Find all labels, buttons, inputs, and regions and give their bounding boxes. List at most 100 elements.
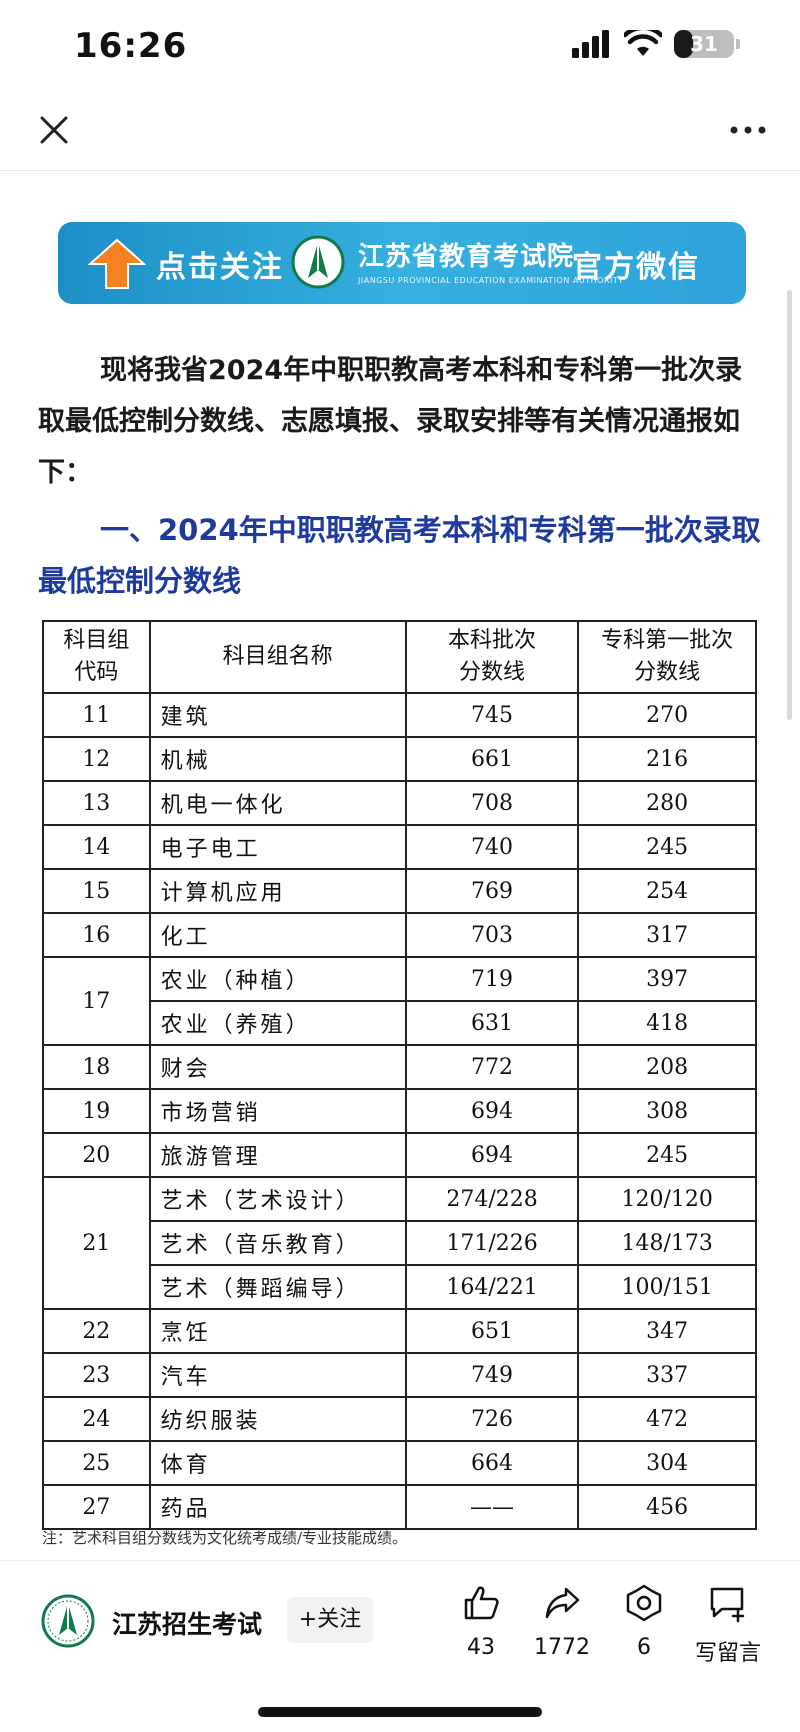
comment-icon [710, 1587, 745, 1623]
cell-code: 13 [42, 780, 151, 826]
cell-code: 12 [42, 736, 151, 782]
cell-name: 烹饪 [148, 1308, 407, 1354]
cell-bachelor: 274/228 [404, 1176, 580, 1222]
home-indicator[interactable] [258, 1707, 542, 1717]
cell-name: 财会 [148, 1044, 407, 1090]
cell-bachelor: —— [404, 1484, 580, 1530]
table-row: 艺术（音乐教育） 171/226 148/173 [43, 1220, 757, 1266]
cell-code: 17 [42, 956, 151, 1046]
header-bachelor: 本科批次 分数线 [404, 620, 580, 694]
scrollbar[interactable] [787, 290, 792, 720]
banner-follow-text: 点击关注 [156, 250, 284, 285]
cell-name: 汽车 [148, 1352, 407, 1398]
cell-code: 19 [42, 1088, 151, 1134]
account-logo-icon[interactable] [40, 1593, 96, 1649]
cell-code: 27 [42, 1484, 151, 1530]
score-table-body: 11 建筑 745 270 12 机械 661 216 13 机电一体化 708 280 14 电子电工 7… [42, 692, 757, 1530]
cell-bachelor: 164/221 [404, 1264, 580, 1310]
cell-junior: 280 [577, 780, 757, 826]
recommend-count: 6 [637, 1635, 651, 1660]
score-table: 科目组 代码 科目组名称 本科批次 分数线 专科第一批次 分数线 11 建筑 745… [42, 620, 757, 1530]
cell-name: 艺术（艺术设计） [148, 1176, 407, 1222]
table-row: 14 电子电工 740 245 [42, 824, 757, 870]
header-bachelor-line2: 分数线 [459, 660, 526, 685]
cell-bachelor: 631 [404, 1000, 580, 1046]
cell-bachelor: 726 [404, 1396, 580, 1442]
cell-junior: 456 [577, 1484, 757, 1530]
status-time: 16:26 [74, 26, 188, 66]
header-junior-line2: 分数线 [634, 660, 701, 685]
share-icon [545, 1587, 580, 1619]
cell-name: 机电一体化 [148, 780, 407, 826]
share-button[interactable]: 1772 [522, 1583, 602, 1660]
table-row: 21 艺术（艺术设计） 274/228 120/120 [42, 1176, 757, 1310]
cell-bachelor: 703 [404, 912, 580, 958]
cell-junior: 245 [577, 1132, 757, 1178]
cell-bachelor: 719 [404, 956, 580, 1002]
table-row: 23 汽车 749 337 [42, 1352, 757, 1398]
banner-org-english: JIANGSU PROVINCIAL EDUCATION EXAMINATION… [358, 276, 624, 285]
cell-name: 机械 [148, 736, 407, 782]
header-code-line2: 代码 [74, 660, 119, 685]
table-row: 17 农业（种植） 719 397 [42, 956, 757, 1046]
cell-bachelor: 661 [404, 736, 580, 782]
battery-tip [736, 39, 740, 49]
cell-code: 21 [42, 1176, 151, 1310]
cell-junior: 216 [577, 736, 757, 782]
battery-percent: 31 [690, 32, 718, 56]
status-icons: 31 [572, 30, 740, 58]
cell-junior: 148/173 [577, 1220, 757, 1266]
more-button[interactable] [726, 110, 770, 150]
battery-fill [674, 30, 693, 58]
cell-code: 24 [42, 1396, 151, 1442]
follow-banner[interactable]: 点击关注 江苏省教育考试院 JIANGSU PROVINCIAL EDUCATI… [58, 222, 746, 304]
cell-bachelor: 772 [404, 1044, 580, 1090]
table-row: 12 机械 661 216 [42, 736, 757, 782]
cell-bachelor: 749 [404, 1352, 580, 1398]
table-row: 20 旅游管理 694 245 [42, 1132, 757, 1178]
cell-name: 市场营销 [148, 1088, 407, 1134]
header-code: 科目组 代码 [42, 620, 151, 694]
signal-icon [572, 30, 609, 58]
like-button[interactable]: 43 [441, 1583, 521, 1660]
table-note: 注：艺术科目组分数线为文化统考成绩/专业技能成绩。 [42, 1529, 408, 1547]
table-row: 农业（养殖） 631 418 [43, 1000, 757, 1046]
cell-code: 15 [42, 868, 151, 914]
close-button[interactable] [34, 110, 74, 150]
article-intro: 现将我省2024年中职职教高考本科和专科第一批次录取最低控制分数线、志愿填报、录… [38, 355, 743, 488]
bottom-bar: 江苏招生考试 +关注 43 1772 6 写留言 [0, 1560, 800, 1732]
cell-bachelor: 694 [404, 1132, 580, 1178]
cell-code: 20 [42, 1132, 151, 1178]
cell-junior: 397 [577, 956, 757, 1002]
recommend-button[interactable]: 6 [604, 1583, 684, 1660]
up-arrow-icon [88, 238, 146, 289]
table-row: 13 机电一体化 708 280 [42, 780, 757, 826]
comment-label: 写留言 [694, 1641, 761, 1666]
cell-bachelor: 664 [404, 1440, 580, 1486]
cell-bachelor: 769 [404, 868, 580, 914]
share-count: 1772 [534, 1635, 590, 1660]
account-name[interactable]: 江苏招生考试 [112, 1610, 263, 1639]
recommend-icon [626, 1584, 662, 1622]
cell-junior: 100/151 [577, 1264, 757, 1310]
table-row: 19 市场营销 694 308 [42, 1088, 757, 1134]
table-row: 艺术（舞蹈编导） 164/221 100/151 [43, 1264, 757, 1310]
more-icon [730, 126, 766, 134]
cell-junior: 472 [577, 1396, 757, 1442]
cell-name: 艺术（音乐教育） [148, 1220, 407, 1266]
cell-junior: 254 [577, 868, 757, 914]
cell-code: 14 [42, 824, 151, 870]
cell-junior: 308 [577, 1088, 757, 1134]
cell-code: 18 [42, 1044, 151, 1090]
cell-code: 25 [42, 1440, 151, 1486]
cell-junior: 120/120 [577, 1176, 757, 1222]
cell-bachelor: 745 [404, 692, 580, 738]
banner-org-name: 江苏省教育考试院 [358, 242, 575, 272]
comment-button[interactable]: 写留言 [688, 1583, 768, 1667]
cell-name: 药品 [148, 1484, 407, 1530]
cell-bachelor: 171/226 [404, 1220, 580, 1266]
navbar [0, 90, 800, 171]
table-row: 24 纺织服装 726 472 [42, 1396, 757, 1442]
table-row: 11 建筑 745 270 [42, 692, 757, 738]
follow-button[interactable]: +关注 [287, 1597, 373, 1643]
